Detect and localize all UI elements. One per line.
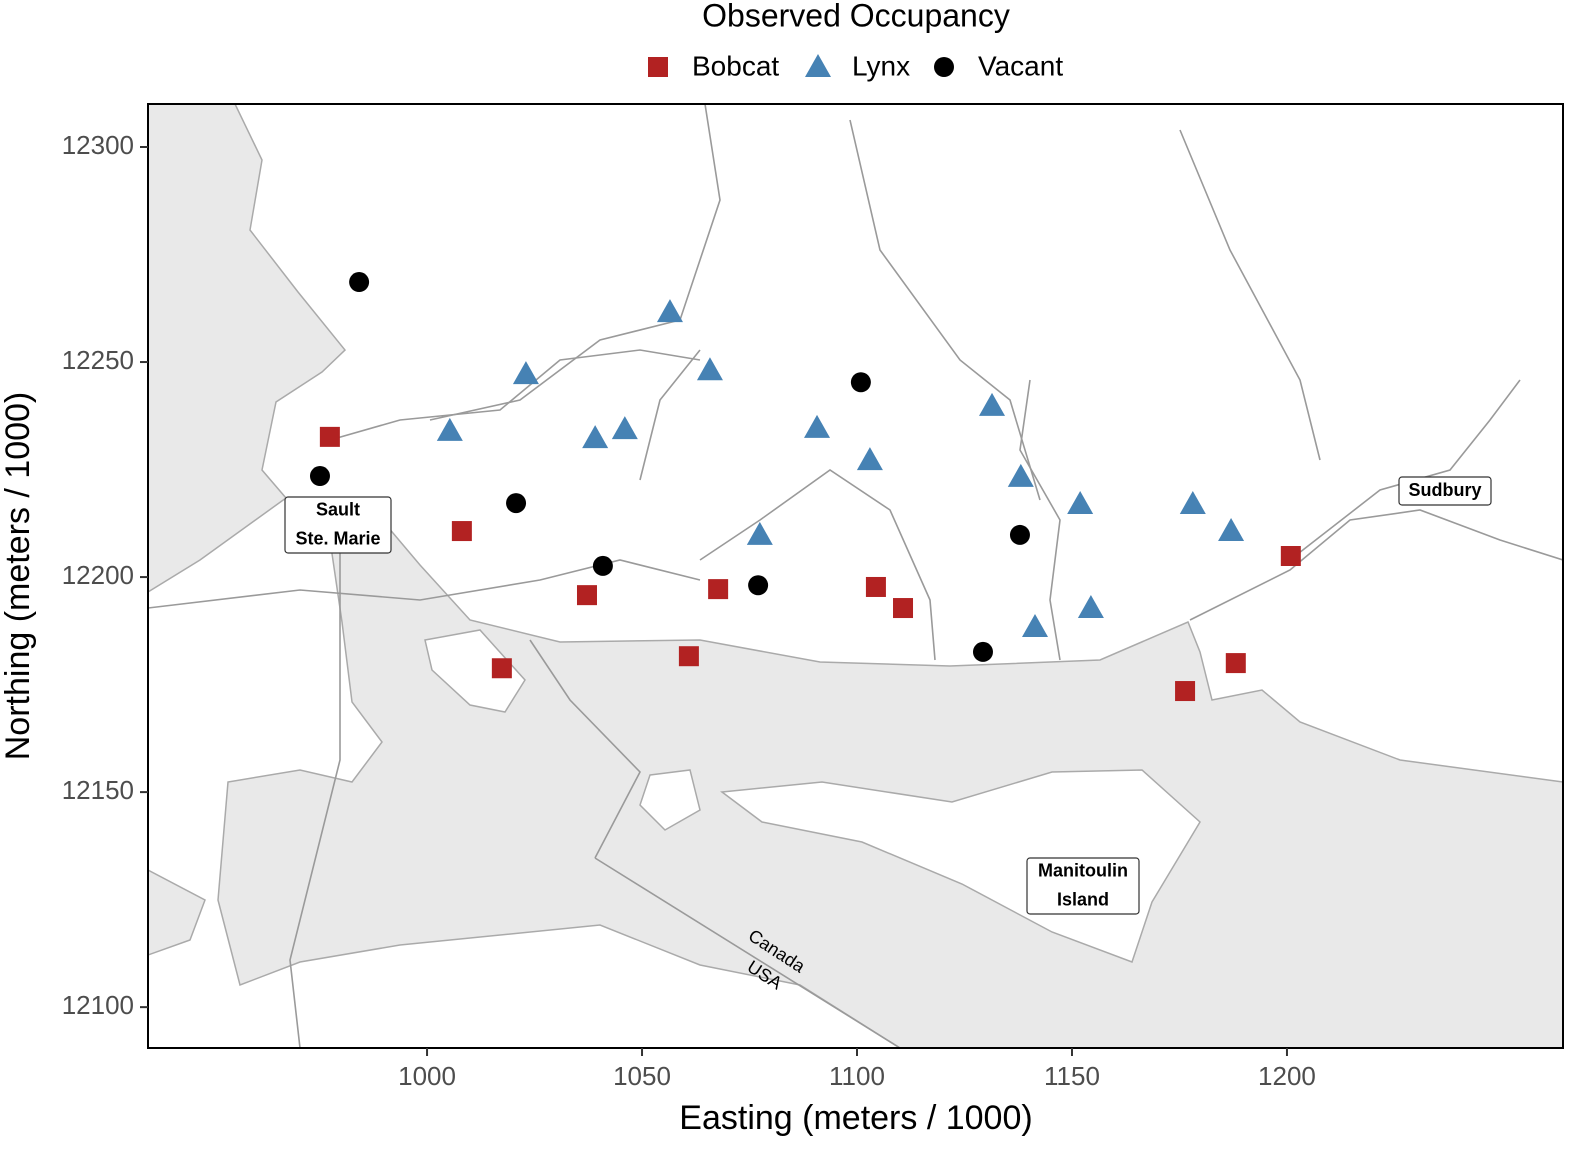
marker-circle — [1009, 524, 1030, 545]
marker-square — [319, 426, 340, 447]
marker-square — [1175, 681, 1196, 702]
marker-triangle — [979, 392, 1006, 416]
marker-circle — [748, 575, 769, 596]
map-label: Sudbury — [1398, 476, 1492, 506]
marker-circle — [349, 272, 370, 293]
x-axis-title: Easting (meters / 1000) — [679, 1099, 1032, 1137]
x-tick-label: 1100 — [829, 1061, 885, 1091]
marker-circle — [850, 372, 871, 393]
marker-triangle — [611, 416, 638, 440]
x-tick-label: 1200 — [1258, 1061, 1316, 1091]
map-label-box — [1398, 476, 1492, 506]
marker-circle — [506, 493, 527, 514]
marker-circle — [309, 466, 330, 487]
marker-square — [451, 521, 472, 542]
legend-swatch — [805, 54, 831, 77]
marker-square — [491, 658, 512, 679]
marker-triangle — [1007, 463, 1034, 487]
y-tick-label: 12150 — [62, 775, 134, 805]
x-tick-label: 1150 — [1044, 1061, 1100, 1091]
map-label-text: Sudbury — [1408, 480, 1481, 500]
marker-square — [708, 579, 729, 600]
marker-square — [576, 585, 597, 606]
map-label: Manitoulin Island — [1026, 857, 1140, 915]
legend-swatch — [934, 57, 954, 77]
marker-triangle — [1067, 490, 1094, 514]
marker-circle — [972, 641, 993, 662]
basemap — [148, 104, 1563, 1048]
marker-triangle — [696, 357, 723, 381]
marker-triangle — [1022, 613, 1049, 637]
legend-swatch — [648, 57, 668, 77]
marker-triangle — [1077, 595, 1104, 619]
marker-triangle — [746, 521, 773, 545]
map-label-box — [1026, 857, 1140, 915]
legend-label: Vacant — [978, 50, 1063, 81]
map-label-text: Ste. Marie — [295, 528, 380, 548]
y-axis-title: Northing (meters / 1000) — [0, 392, 37, 761]
marker-triangle — [656, 299, 683, 323]
map-label-text: Sault — [316, 499, 360, 519]
y-tick-label: 12250 — [62, 345, 134, 375]
map-label: Sault Ste. Marie — [284, 496, 392, 554]
marker-circle — [592, 555, 613, 576]
marker-triangle — [1179, 490, 1206, 514]
marker-square — [678, 646, 699, 667]
marker-square — [1280, 546, 1301, 567]
y-tick-label: 12100 — [62, 990, 134, 1020]
x-tick-label: 1000 — [398, 1061, 456, 1091]
marker-square — [865, 576, 886, 597]
marker-square — [893, 598, 914, 619]
marker-triangle — [1218, 518, 1245, 542]
legend-label: Bobcat — [692, 50, 779, 81]
x-tick-label: 1050 — [613, 1061, 671, 1091]
marker-triangle — [436, 417, 463, 441]
legend-label: Lynx — [852, 50, 910, 81]
map-label-box — [284, 496, 392, 554]
y-tick-label: 12200 — [62, 560, 134, 590]
y-tick-label: 12300 — [62, 130, 134, 160]
map-label-text: Island — [1057, 889, 1109, 909]
legend-title: Observed Occupancy — [702, 0, 1010, 33]
marker-triangle — [804, 414, 831, 438]
marker-square — [1225, 653, 1246, 674]
marker-triangle — [512, 361, 539, 385]
plot-frame — [147, 103, 1564, 1049]
marker-triangle — [856, 447, 883, 471]
marker-triangle — [582, 425, 609, 449]
map-label-text: Manitoulin — [1038, 860, 1128, 880]
